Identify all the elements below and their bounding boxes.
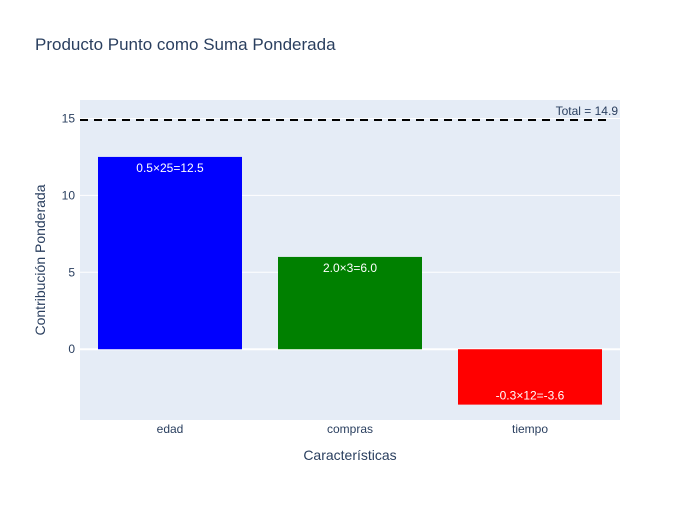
bar-tiempo bbox=[458, 349, 602, 405]
y-tick-labels: 0 5 10 15 bbox=[62, 111, 76, 356]
chart-title: Producto Punto como Suma Ponderada bbox=[35, 35, 336, 54]
y-axis-title: Contribución Ponderada bbox=[32, 184, 48, 335]
y-tick-label: 5 bbox=[68, 265, 75, 279]
y-tick-label: 15 bbox=[62, 111, 76, 125]
bars: 0.5×25=12.5 2.0×3=6.0 -0.3×12=-3.6 bbox=[98, 156, 602, 405]
reference-line-group: Total = 14.9 bbox=[80, 104, 619, 121]
y-tick-label: 10 bbox=[62, 188, 76, 202]
bar-edad bbox=[98, 156, 242, 350]
y-tick-label: 0 bbox=[68, 342, 75, 356]
bar-compras bbox=[278, 256, 422, 350]
x-tick-label: compras bbox=[327, 422, 373, 436]
bar-data-label: -0.3×12=-3.6 bbox=[496, 389, 565, 403]
x-tick-labels: edad compras tiempo bbox=[157, 422, 549, 436]
x-tick-label: tiempo bbox=[512, 422, 548, 436]
total-annotation: Total = 14.9 bbox=[556, 104, 619, 118]
bar-data-label: 0.5×25=12.5 bbox=[136, 161, 204, 175]
x-axis-title: Características bbox=[303, 447, 396, 463]
x-tick-label: edad bbox=[157, 422, 184, 436]
bar-data-label: 2.0×3=6.0 bbox=[323, 261, 377, 275]
